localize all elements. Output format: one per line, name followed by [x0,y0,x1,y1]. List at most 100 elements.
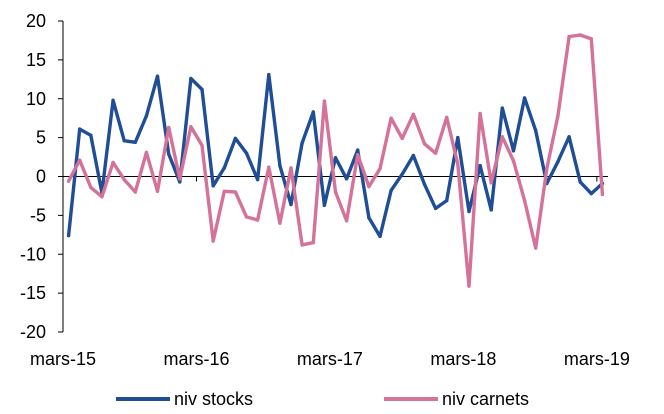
data-point-niv-carnets [77,158,82,162]
x-tick-label: mars-17 [297,349,363,369]
data-point-niv-stocks [589,191,594,196]
data-point-niv-carnets [500,135,505,139]
data-point-niv-carnets [144,150,149,155]
data-point-niv-stocks [166,152,171,156]
data-point-niv-carnets [578,33,582,37]
data-point-niv-carnets [534,246,538,250]
data-point-niv-carnets [278,221,282,225]
y-tick-label: -15 [20,283,46,303]
series-layer [66,33,605,288]
data-point-niv-carnets [267,165,271,169]
data-point-niv-stocks [534,128,538,133]
data-point-niv-carnets [400,136,404,141]
data-point-niv-carnets [66,179,71,183]
data-point-niv-carnets [522,198,527,203]
data-point-niv-stocks [445,198,449,203]
y-tick-label: 15 [26,50,46,70]
data-point-niv-stocks [89,133,93,137]
data-point-niv-stocks [211,184,215,188]
data-point-niv-stocks [200,87,204,92]
data-point-niv-stocks [433,206,438,211]
legend-swatch-niv-carnets [384,397,438,401]
data-point-niv-carnets [489,181,493,185]
data-point-niv-stocks [278,163,282,168]
data-point-niv-carnets [211,239,215,243]
data-point-niv-carnets [456,162,460,166]
legend-label-niv-stocks: niv stocks [174,388,254,409]
data-point-niv-stocks [122,139,126,143]
y-tick-label: 10 [26,89,46,109]
data-point-niv-stocks [367,216,371,220]
x-tick-label: mars-19 [564,349,630,369]
data-point-niv-carnets [122,177,126,182]
axes: 20 15 10 5 0 -5 -10 -15 -20 mars-15 mars-16 mars-17… [20,11,630,369]
data-point-niv-stocks [378,234,382,239]
y-tick-label: -5 [30,205,46,225]
legend-label-niv-carnets: niv carnets [442,388,530,409]
data-point-niv-stocks [489,208,493,212]
data-point-niv-carnets [89,185,93,190]
data-point-niv-stocks [300,141,304,145]
x-tick-label: mars-15 [30,349,96,369]
data-point-niv-carnets [178,177,182,181]
data-point-niv-stocks [511,149,516,153]
data-point-niv-carnets [333,190,338,194]
data-point-niv-stocks [178,180,182,184]
legend: niv stocks niv carnets [0,384,664,414]
data-point-niv-stocks [578,180,582,184]
data-point-niv-stocks [244,151,249,155]
line-chart-plot: 20 15 10 5 0 -5 -10 -15 -20 mars-15 mars-16 mars-17… [20,11,630,369]
y-tick-label: 0 [36,167,46,187]
data-point-niv-stocks [500,106,505,110]
x-tick-label: mars-16 [163,349,229,369]
data-point-niv-carnets [111,160,115,165]
data-point-niv-carnets [433,151,438,155]
data-point-niv-carnets [255,218,260,222]
data-point-niv-stocks [77,127,82,131]
data-point-niv-stocks [389,188,393,193]
data-point-niv-stocks [467,209,471,214]
data-point-niv-stocks [567,135,571,139]
series-points-niv-carnets [66,33,605,288]
legend-swatch-niv-stocks [116,397,170,401]
legend-item-niv-stocks: niv stocks [116,384,253,414]
data-point-niv-carnets [511,159,516,163]
data-point-niv-carnets [422,142,427,146]
data-point-niv-carnets [133,190,137,194]
data-point-niv-carnets [344,219,349,223]
data-point-niv-carnets [556,114,560,118]
data-point-niv-carnets [478,111,482,116]
data-point-niv-stocks [111,98,115,103]
data-point-niv-stocks [411,153,416,158]
data-point-niv-stocks [556,160,560,164]
data-point-niv-carnets [244,215,249,219]
data-point-niv-stocks [144,114,149,118]
y-tick-label: 5 [36,128,46,148]
data-point-niv-stocks [344,177,349,181]
data-point-niv-carnets [166,125,171,130]
data-point-niv-stocks [255,177,260,182]
data-point-niv-stocks [456,135,460,140]
y-tick-label: -20 [20,322,46,342]
x-tick-label: mars-18 [430,349,496,369]
data-point-niv-carnets [233,190,238,194]
data-point-niv-stocks [322,203,327,207]
data-point-niv-stocks [478,163,482,168]
data-point-niv-carnets [589,37,594,41]
data-point-niv-carnets [411,112,416,117]
data-point-niv-stocks [133,140,137,144]
data-point-niv-carnets [356,153,360,157]
data-point-niv-stocks [233,136,238,141]
data-point-niv-carnets [545,167,549,171]
data-point-niv-carnets [600,192,605,197]
data-point-niv-carnets [311,240,315,245]
data-point-niv-stocks [356,148,360,152]
y-tick-label: 20 [26,11,46,31]
data-point-niv-carnets [322,99,327,103]
data-point-niv-stocks [422,182,427,186]
data-point-niv-stocks [267,72,271,77]
y-tick-label: -10 [20,244,46,264]
data-point-niv-carnets [222,189,226,193]
data-point-niv-stocks [400,172,404,176]
